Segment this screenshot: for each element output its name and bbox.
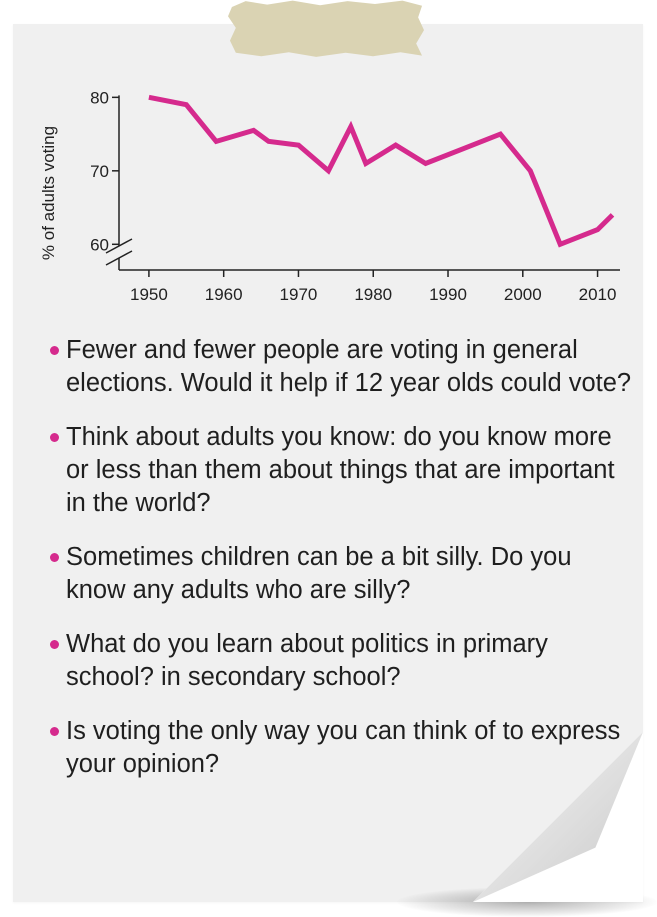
- bullet-dot: [50, 433, 59, 442]
- question-list: Fewer and fewer people are voting in gen…: [50, 334, 636, 802]
- series-line: [148, 94, 615, 248]
- question-text: Think about adults you know: do you know…: [66, 423, 615, 517]
- bullet-dot: [50, 346, 59, 355]
- x-tick-label: 2000: [504, 285, 542, 304]
- y-tick-label: 60: [90, 235, 109, 254]
- x-tick-label: 2010: [579, 285, 617, 304]
- list-item: Fewer and fewer people are voting in gen…: [50, 334, 636, 400]
- y-axis-label: % of adults voting: [39, 126, 58, 260]
- question-text: Fewer and fewer people are voting in gen…: [66, 336, 632, 397]
- list-item: Think about adults you know: do you know…: [50, 421, 636, 520]
- voting-chart: % of adults voting 60 70 80 1950 1960 1970 19…: [35, 70, 645, 320]
- x-ticks: 1950 1960 1970 1980 1990 2000 2010: [130, 270, 616, 304]
- bullet-dot: [50, 553, 59, 562]
- list-item: Is voting the only way you can think of …: [50, 715, 636, 781]
- x-tick-label: 1980: [354, 285, 392, 304]
- x-tick-label: 1970: [280, 285, 318, 304]
- x-tick-label: 1990: [429, 285, 467, 304]
- x-tick-label: 1960: [205, 285, 243, 304]
- bullet-dot: [50, 727, 59, 736]
- axis-break-mark: [105, 238, 133, 254]
- axis-break-mark: [105, 250, 133, 266]
- bullet-dot: [50, 640, 59, 649]
- x-tick-label: 1950: [130, 285, 168, 304]
- question-text: Is voting the only way you can think of …: [66, 717, 621, 778]
- list-item: What do you learn about politics in prim…: [50, 628, 636, 694]
- y-ticks: 60 70 80: [90, 88, 119, 254]
- masking-tape: [228, 0, 424, 57]
- y-tick-label: 70: [90, 162, 109, 181]
- y-tick-label: 80: [90, 88, 109, 107]
- list-item: Sometimes children can be a bit silly. D…: [50, 541, 636, 607]
- question-text: What do you learn about politics in prim…: [66, 630, 548, 691]
- question-text: Sometimes children can be a bit silly. D…: [66, 543, 572, 604]
